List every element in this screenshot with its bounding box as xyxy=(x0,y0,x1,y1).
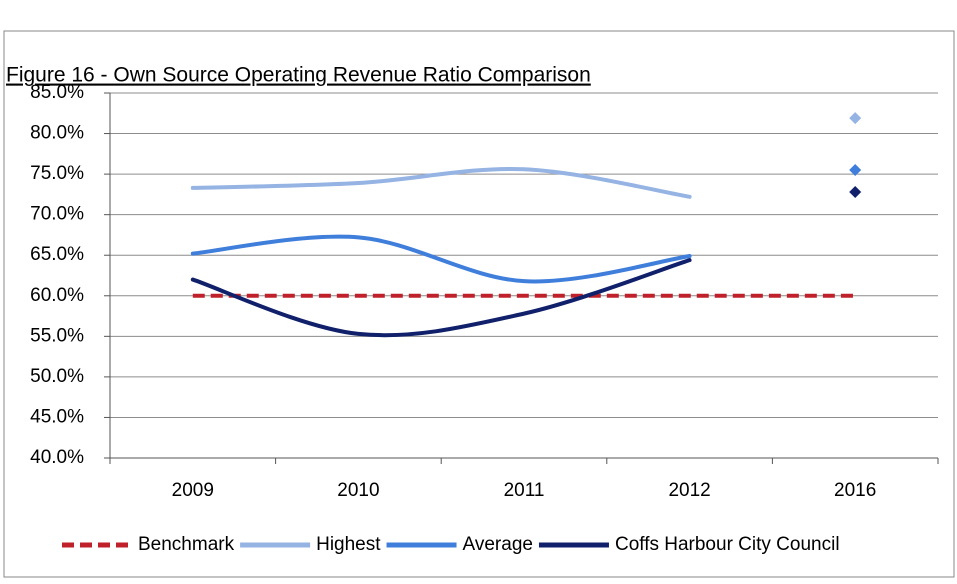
y-tick-label: 55.0% xyxy=(30,325,84,346)
y-tick-label: 70.0% xyxy=(30,204,84,225)
legend-label: Highest xyxy=(316,534,381,555)
x-tick-label: 2009 xyxy=(172,480,214,501)
chart-border xyxy=(3,30,955,578)
x-tick-label: 2016 xyxy=(834,480,876,501)
y-tick-label: 60.0% xyxy=(30,285,84,306)
series-line xyxy=(190,258,692,338)
chart-title: Figure 16 - Own Source Operating Revenue… xyxy=(6,64,591,87)
x-tick-label: 2010 xyxy=(337,480,379,501)
y-tick-label: 75.0% xyxy=(30,163,84,184)
x-tick-label: 2011 xyxy=(504,480,545,501)
y-tick-label: 65.0% xyxy=(30,244,84,265)
y-tick-label: 85.0% xyxy=(30,82,84,103)
point-marker xyxy=(849,185,862,198)
legend-label: Coffs Harbour City Council xyxy=(615,534,840,555)
legend-label: Benchmark xyxy=(138,534,235,555)
point-marker xyxy=(849,112,862,125)
series-line xyxy=(190,234,692,284)
y-tick-label: 50.0% xyxy=(30,366,84,387)
y-tick-label: 40.0% xyxy=(30,447,84,468)
y-tick-label: 80.0% xyxy=(30,123,84,144)
point-marker xyxy=(849,164,862,177)
legend-label: Average xyxy=(463,534,533,555)
y-tick-label: 45.0% xyxy=(30,406,84,427)
legend: Benchmark Highest Average Coffs Harbour Cit… xyxy=(62,534,840,555)
series-line xyxy=(190,166,692,199)
x-tick-label: 2012 xyxy=(668,480,710,501)
